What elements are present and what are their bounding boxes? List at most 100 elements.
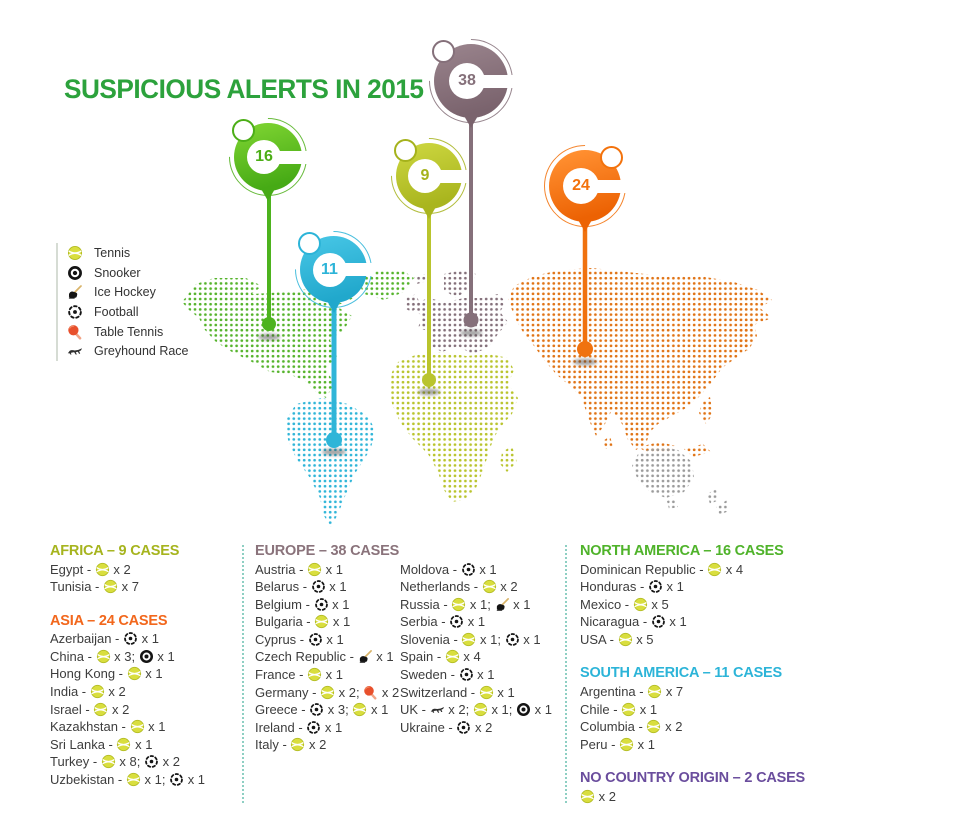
list-text: x 1: [328, 596, 350, 612]
list-text: x 1: [322, 631, 344, 647]
marker-north-america: 16: [212, 101, 324, 213]
marker-stems: [258, 112, 597, 456]
legend-item-snooker: Snooker: [67, 263, 189, 283]
list-item: Italy - x 2: [255, 736, 400, 754]
list-item: USA - x 5: [580, 631, 815, 649]
list-item: Austria - x 1: [255, 561, 400, 579]
list-text: x 1: [322, 561, 343, 577]
list-text: USA -: [580, 631, 618, 647]
legend-item-football: Football: [67, 302, 189, 322]
marker-europe: 38: [411, 21, 531, 141]
list-text: x 1: [487, 702, 509, 718]
tennis-icon: [307, 667, 322, 682]
list-item: Russia - x 1; x 1: [400, 596, 563, 614]
football-icon: [459, 667, 474, 682]
list-text: Belgium -: [255, 596, 314, 612]
list-text: Chile -: [580, 701, 622, 717]
list-item: Honduras - x 1: [580, 578, 815, 596]
marker-count-value: 11: [321, 260, 338, 278]
list-text: Spain -: [400, 649, 445, 665]
list-text: Slovenia -: [400, 631, 462, 647]
football-icon: [314, 597, 329, 612]
list-column-3: NORTH AMERICA – 16 CASES Dominican Republ…: [580, 543, 815, 822]
list-column-2: EUROPE – 38 CASES Austria - x 1 Belarus - …: [255, 543, 563, 771]
list-text: x 1: [131, 736, 153, 752]
list-text: x 1: [475, 561, 497, 577]
tennis-icon: [93, 702, 108, 717]
marker-count-value: 16: [255, 148, 273, 165]
football-icon: [456, 720, 471, 735]
tennis-icon: [621, 702, 636, 717]
greyhound-icon: [67, 343, 83, 359]
list-text: ;: [497, 631, 505, 647]
list-text: India -: [50, 683, 90, 699]
region-block-north_america: NORTH AMERICA – 16 CASES Dominican Republ…: [580, 543, 815, 648]
tennis-icon: [647, 684, 662, 699]
list-text: x 1: [367, 702, 389, 718]
list-text: x 2: [496, 579, 518, 595]
snooker-icon: [67, 265, 83, 281]
football-icon: [309, 702, 324, 717]
marker-south-america: 11: [279, 215, 388, 324]
marker-count: 16: [247, 140, 281, 174]
list-text: x 1: [493, 684, 515, 700]
list-text: x 1: [321, 719, 343, 735]
tennis-icon: [451, 597, 466, 612]
football-icon: [169, 772, 184, 787]
region-subcol-right: Moldova - x 1 Netherlands - x 2 Russia - x…: [400, 561, 563, 755]
list-text: x 2: [305, 737, 327, 753]
list-text: x 5: [647, 596, 669, 612]
marker-count: 9: [408, 159, 442, 193]
list-text: x 2: [104, 683, 126, 699]
list-text: x 1: [372, 649, 394, 665]
list-text: France -: [255, 667, 308, 683]
football-icon: [311, 579, 326, 594]
list-text: ;: [345, 702, 353, 718]
list-item: Argentina - x 7: [580, 683, 815, 701]
list-text: Ireland -: [255, 719, 307, 735]
list-item: Ukraine - x 2: [400, 719, 563, 737]
list-text: Moldova -: [400, 561, 461, 577]
list-text: x 3: [324, 702, 346, 718]
tennis-icon: [314, 614, 329, 629]
list-item: Netherlands - x 2: [400, 578, 563, 596]
tennis-icon: [96, 649, 111, 664]
tennis-icon: [352, 702, 367, 717]
tennis-icon: [90, 684, 105, 699]
list-text: x 1: [325, 579, 347, 595]
list-text: Germany -: [255, 684, 321, 700]
tennis-icon: [290, 737, 305, 752]
tennis-icon: [116, 737, 131, 752]
list-text: x 1: [636, 701, 658, 717]
list-text: Honduras -: [580, 579, 648, 595]
marker-bubble: [298, 232, 321, 255]
tennis-icon: [95, 562, 110, 577]
tennis-icon: [101, 754, 116, 769]
list-text: x 1: [665, 614, 687, 630]
list-text: x 2: [335, 684, 356, 700]
region-heading: ASIA – 24 CASES: [50, 612, 168, 629]
list-item: Belgium - x 1: [255, 596, 400, 614]
list-text: ;: [508, 702, 517, 718]
tennis-icon: [473, 702, 488, 717]
tennis-icon: [633, 597, 648, 612]
tennis-icon: [479, 685, 494, 700]
list-text: x 2: [661, 719, 683, 735]
list-divider: [242, 545, 244, 803]
list-text: x 1: [140, 771, 162, 787]
football-icon: [67, 304, 83, 320]
region-heading: AFRICA – 9 CASES: [50, 543, 180, 559]
list-text: x 2: [109, 561, 131, 577]
list-item: Ireland - x 1: [255, 719, 400, 737]
list-item: Turkey - x 8; x 2: [50, 753, 236, 771]
tennis-icon: [445, 649, 460, 664]
tabletennis-icon: [67, 324, 83, 340]
list-text: Cyprus -: [255, 631, 308, 647]
list-text: x 1: [519, 631, 541, 647]
list-text: x 2: [444, 702, 466, 718]
list-item: Greece - x 3; x 1: [255, 701, 400, 719]
tennis-icon: [130, 719, 145, 734]
